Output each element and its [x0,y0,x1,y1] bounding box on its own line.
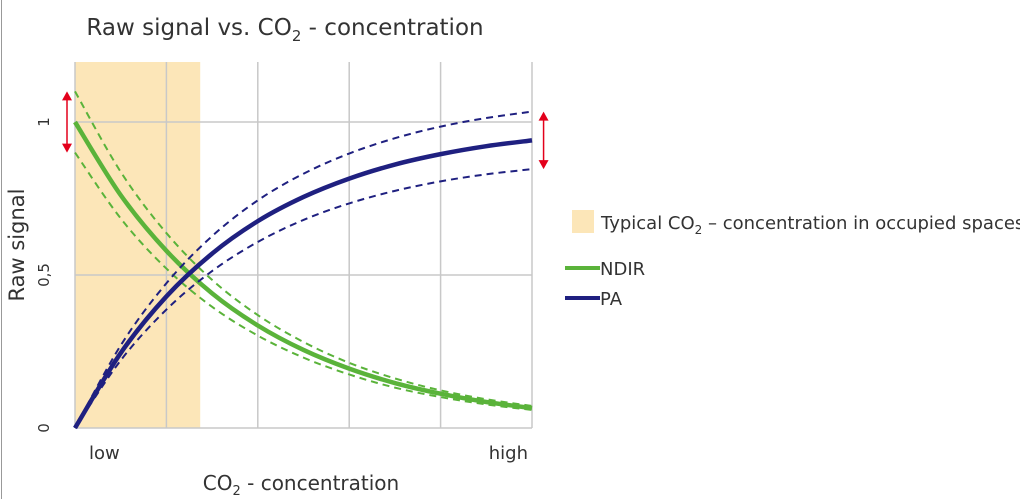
legend-label-ndir: NDIR [600,259,645,280]
legend-label-shaded: Typical CO2 – concentration in occupied … [600,213,1020,237]
range-arrow-head-up [538,111,549,121]
shaded-region [75,62,201,428]
legend-swatch-shaded [572,210,594,233]
legend: Typical CO2 – concentration in occupied … [565,210,1020,310]
y-tick-label: 0,5 [35,263,53,287]
y-axis-label: Raw signal [5,189,29,302]
y-tick-label: 1 [35,117,53,127]
x-tick-label: high [489,443,528,464]
series-ndir-upper-bound [74,90,533,407]
series-pa-lower-bound [74,168,533,429]
series-pa-line [73,138,533,430]
legend-label-pa: PA [600,289,623,310]
series-ndir-lower-bound [74,152,533,411]
x-tick-label: low [89,443,120,464]
y-tick-label: 0 [35,423,53,433]
chart-title: Raw signal vs. CO2 - concentration [86,15,483,45]
range-arrow-head-up [62,91,72,101]
series-ndir-line [73,120,533,411]
range-arrow-head-down [62,143,72,153]
series-pa-upper-bound [74,110,533,429]
x-axis-label: CO2 - concentration [203,471,399,499]
range-arrow-head-down [538,160,549,170]
